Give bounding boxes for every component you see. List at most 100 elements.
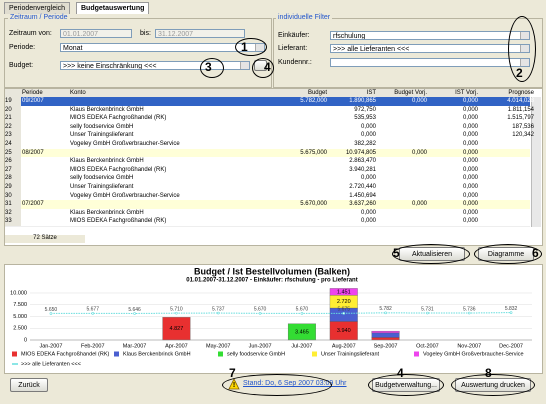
table-cell: MIOS EDEKA Fachgroßhandel (RK) [70,115,167,122]
table-cell: 1.515,797 [507,115,534,122]
callout-ellipse [392,244,470,264]
label: bis: [140,30,151,37]
line-marker [175,311,178,315]
dropdown-arrow[interactable] [240,62,249,69]
scrollbar[interactable] [531,97,541,227]
select-budget[interactable]: >>> keine Einschränkung <<< [60,61,250,70]
row-number: 26 [5,157,21,166]
tab-active[interactable]: Budgetauswertung [76,2,150,14]
y-tick-label: 0 [24,337,27,343]
bar-segment [371,337,400,341]
callout-number: 6 [532,246,539,260]
y-tick-label: 10.000 [10,290,27,296]
value-label: 5.646 [128,307,141,313]
line-marker [467,311,471,315]
callout-number: 2 [516,66,523,80]
table-cell: 1.450,694 [349,192,376,199]
table-cell: 0,000 [462,209,478,216]
table-cell: Klaus Berckenbrinck GmbH [70,106,144,113]
line-marker [384,311,387,315]
row-number: 23 [5,131,21,140]
legend-label: selly foodservice GmbH [227,351,285,357]
callout-number: 1 [241,40,248,54]
select-lieferant[interactable]: >>> alle Lieferanten <<< [330,44,530,53]
table-cell: 0,000 [462,201,478,208]
line-marker [133,312,136,315]
row-number: 21 [5,114,21,123]
x-tick-label: Sep-2007 [374,343,398,349]
label: Zeitraum von: [9,30,52,37]
callout-ellipse [508,16,536,82]
row-number: 30 [5,191,21,201]
date-input: 01.01.2007 [60,29,132,38]
table-cell: 5.670,000 [300,201,327,208]
label: Budget: [9,62,34,69]
bar-segment [371,332,400,338]
table-cell: Klaus Berckenbrinck GmbH [70,209,144,216]
row-number: 28 [5,174,21,183]
value-label: 2.720 [337,299,351,305]
value-label: 1.451 [337,289,351,295]
line-marker [300,312,304,315]
table-cell: 0,000 [462,106,478,113]
x-tick-label: Jun-2007 [249,343,272,349]
table-cell: 0,000 [360,123,376,130]
table-cell: Unser Trainingslieferant [70,184,134,190]
table-cell: 0,000 [462,175,478,182]
value-label: 3.465 [295,329,309,335]
table-cell: 0,000 [462,141,478,147]
table-cell: Unser Trainingslieferant [70,132,134,139]
line-marker [509,311,513,314]
table-cell: MIOS EDEKA Fachgroßhandel (RK) [70,218,167,225]
table-cell: Vogeley GmbH Großverbraucher-Service [70,141,180,147]
table-cell: Vogeley GmbH Großverbraucher-Service [70,192,180,199]
table-cell: 0,000 [462,218,478,225]
button[interactable]: Zurück [10,378,48,392]
x-tick-label: Mar-2007 [123,343,147,349]
value-label: 5.737 [212,306,225,312]
tab[interactable]: Periodenvergleich [4,2,71,14]
x-tick-label: Jan-2007 [39,343,62,349]
group-title: Zeitraum / Periode [8,14,70,21]
table-cell: selly foodservice GmbH [70,123,134,130]
column-header: IST Vorj. [455,90,478,96]
legend-swatch [218,351,223,357]
x-tick-label: Aug-2007 [332,343,356,349]
legend-swatch [414,351,419,357]
value-label: 5.832 [505,306,518,312]
value-label: 5.677 [86,307,99,313]
table-cell: 4.014,028 [507,98,534,104]
y-tick-label: 7.500 [13,302,27,308]
table-cell: 0,000 [462,158,478,165]
row-number: 22 [5,122,21,132]
row-number: 27 [5,165,21,175]
column-header: IST [366,90,376,96]
table-row[interactable]: 33 MIOS EDEKA Fachgroßhandel (RK) 0,000 0,0… [5,217,530,227]
callout-ellipse [474,244,542,264]
row-number: 32 [5,208,21,218]
line-marker [258,312,262,315]
chart-title: Budget / Ist Bestellvolumen (Balken) [194,266,350,276]
row-number: 31 [5,200,21,209]
legend-label: MIOS EDEKA Fachgroßhandel (RK) [21,351,110,357]
line-marker [426,311,429,315]
row-number: 25 [5,148,21,158]
value-label: 5.650 [45,307,58,313]
table-cell: 0,000 [411,149,427,156]
table-cell: 0,000 [462,98,478,104]
select-kundennr[interactable] [330,58,530,67]
table-cell: 0,000 [360,175,376,182]
table-cell: 1.890,865 [349,98,376,104]
legend-label: Vogeley GmbH Großverbraucher-Service [423,351,524,357]
column-header: Prognose [508,90,534,96]
callout-ellipse [368,374,444,396]
value-label: 5.670 [296,307,309,313]
label: Einkäufer: [278,32,310,39]
table-cell: 09/2007 [22,98,44,104]
value-label: 5.731 [421,306,434,312]
table-cell: 0,000 [462,132,478,139]
table-cell: 972,750 [354,106,376,113]
table-cell: 3.637,260 [349,201,376,208]
select-einkaeufer[interactable]: rfschulung [330,31,530,40]
chart-panel [4,264,543,374]
